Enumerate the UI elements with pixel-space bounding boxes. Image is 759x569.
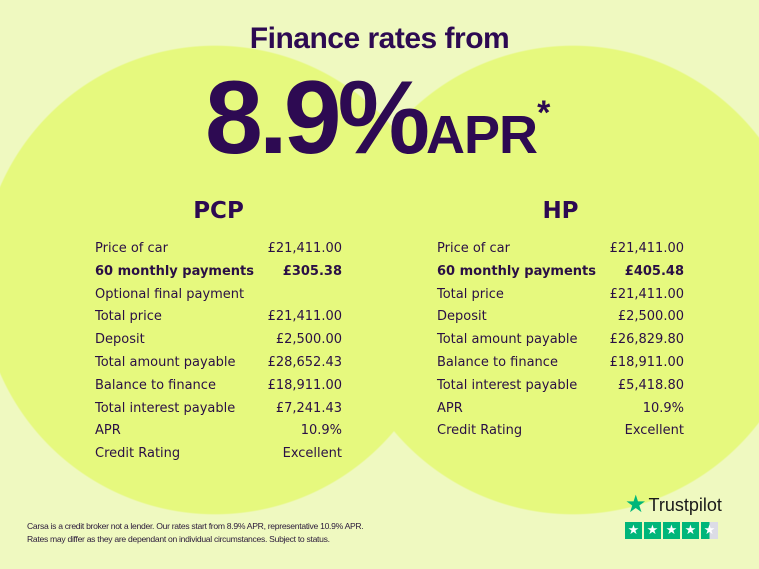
- table-row: Balance to finance £18,911.00: [95, 375, 342, 398]
- row-label: Balance to finance: [437, 354, 558, 370]
- row-value: 10.9%: [642, 400, 684, 416]
- row-value: Excellent: [624, 423, 684, 439]
- hp-rows: Price of car £21,411.00 60 monthly payment…: [437, 238, 684, 443]
- table-row: Deposit £2,500.00: [95, 329, 342, 352]
- table-row: Total interest payable £5,418.80: [437, 375, 684, 398]
- table-row: APR 10.9%: [95, 420, 342, 443]
- table-row: Deposit £2,500.00: [437, 306, 684, 329]
- apr-label: APR: [426, 105, 538, 165]
- row-value: £21,411.00: [267, 309, 342, 325]
- row-value: £26,829.80: [609, 332, 684, 348]
- row-value: £2,500.00: [275, 332, 342, 348]
- row-label: Credit Rating: [437, 423, 523, 439]
- row-value: £28,652.43: [267, 354, 342, 370]
- pcp-rows: Price of car £21,411.00 60 monthly payment…: [95, 238, 342, 466]
- row-label: Total interest payable: [437, 377, 578, 393]
- row-value: £5,418.80: [617, 377, 684, 393]
- row-value: £7,241.43: [275, 400, 342, 416]
- rating-star-icon: ★: [701, 522, 718, 539]
- table-row: Total price £21,411.00: [95, 306, 342, 329]
- table-row: Total amount payable £28,652.43: [95, 352, 342, 375]
- table-row: Total price £21,411.00: [437, 284, 684, 307]
- row-value: £21,411.00: [609, 286, 684, 302]
- table-row: Balance to finance £18,911.00: [437, 352, 684, 375]
- row-value: £21,411.00: [609, 241, 684, 256]
- row-label: 60 monthly payments: [437, 263, 596, 279]
- row-label: Balance to finance: [95, 377, 216, 393]
- row-value: £18,911.00: [267, 377, 342, 393]
- table-row: APR 10.9%: [437, 398, 684, 421]
- table-row: 60 monthly payments £305.38: [95, 261, 342, 284]
- rating-star-icon: ★: [682, 522, 699, 539]
- table-row: Price of car £21,411.00: [437, 238, 684, 261]
- row-value: £405.48: [624, 263, 684, 279]
- row-label: Total price: [437, 286, 504, 302]
- trustpilot-badge: ★ Trustpilot ★ ★ ★ ★ ★: [625, 491, 735, 539]
- table-row: Price of car £21,411.00: [95, 238, 342, 261]
- row-label: Total interest payable: [95, 400, 236, 416]
- row-label: APR: [95, 423, 121, 439]
- table-row: Credit Rating Excellent: [95, 443, 342, 466]
- table-row: 60 monthly payments £405.48: [437, 261, 684, 284]
- trustpilot-rating-stars: ★ ★ ★ ★ ★: [625, 522, 735, 539]
- row-label: Total price: [95, 309, 162, 325]
- asterisk: *: [537, 94, 551, 132]
- row-value: £18,911.00: [609, 354, 684, 370]
- row-label: Total amount payable: [437, 332, 578, 348]
- rating-star-icon: ★: [663, 522, 680, 539]
- disclaimer: Carsa is a credit broker not a lender. O…: [27, 520, 427, 546]
- row-value: Excellent: [282, 446, 342, 462]
- pcp-table: PCP Price of car £21,411.00 60 monthly pay…: [95, 198, 342, 466]
- rating-star-icon: ★: [644, 522, 661, 539]
- row-value: 10.9%: [300, 423, 342, 439]
- row-value: £305.38: [282, 263, 342, 279]
- row-label: 60 monthly payments: [95, 263, 254, 279]
- row-label: Price of car: [95, 241, 168, 256]
- pcp-heading: PCP: [193, 198, 244, 224]
- row-label: Deposit: [437, 309, 487, 325]
- hp-heading: HP: [542, 198, 579, 224]
- row-label: APR: [437, 400, 463, 416]
- row-label: Total amount payable: [95, 354, 236, 370]
- disclaimer-line-1: Carsa is a credit broker not a lender. O…: [27, 521, 364, 531]
- rating-star-icon: ★: [625, 522, 642, 539]
- row-label: Credit Rating: [95, 446, 181, 462]
- row-label: Optional final payment: [95, 286, 245, 302]
- trustpilot-name: Trustpilot: [648, 494, 722, 515]
- table-row: Optional final payment: [95, 284, 342, 307]
- hp-table: HP Price of car £21,411.00 60 monthly paym…: [437, 198, 684, 443]
- headline-title: Finance rates from: [249, 22, 510, 55]
- row-label: Deposit: [95, 332, 145, 348]
- trustpilot-star-icon: ★: [625, 491, 647, 518]
- row-label: Price of car: [437, 241, 510, 256]
- row-value: £2,500.00: [617, 309, 684, 325]
- headline-rate: 8.9%APR*: [205, 66, 550, 170]
- rate-value: 8.9%: [205, 60, 430, 176]
- disclaimer-line-2: Rates may differ as they are dependant o…: [27, 534, 330, 544]
- row-value: £21,411.00: [267, 241, 342, 256]
- table-row: Total interest payable £7,241.43: [95, 398, 342, 421]
- table-row: Total amount payable £26,829.80: [437, 329, 684, 352]
- table-row: Credit Rating Excellent: [437, 420, 684, 443]
